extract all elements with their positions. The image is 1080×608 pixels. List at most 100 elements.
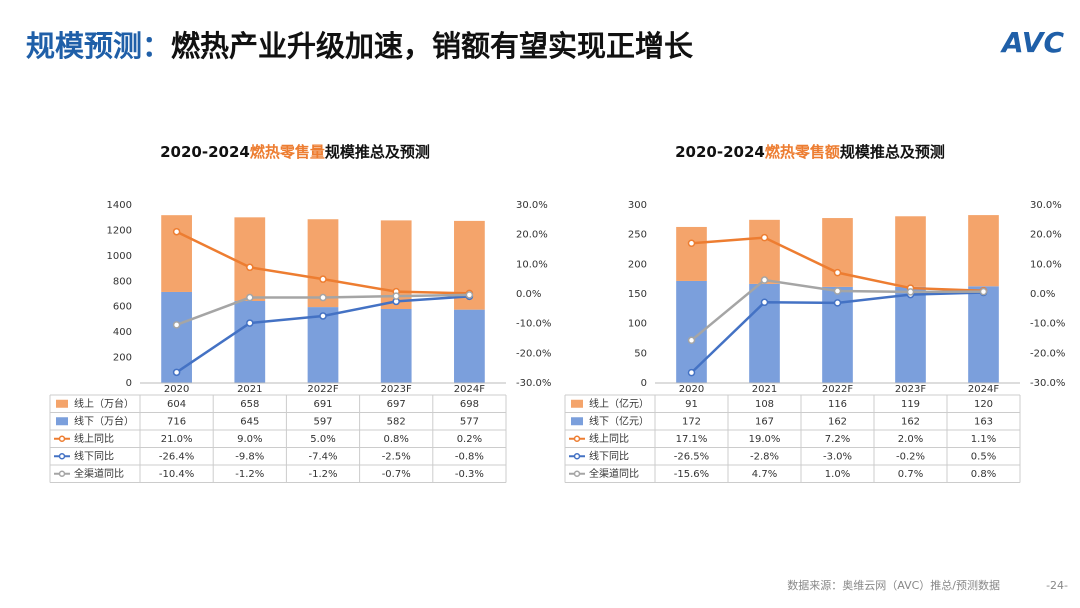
title-main: 燃热产业升级加速，销额有望实现正增长 <box>171 29 694 63</box>
legend-swatch <box>571 417 583 426</box>
y-tick-label: 0 <box>641 378 647 389</box>
table-value: -1.2% <box>308 469 337 480</box>
y-tick-label: 1400 <box>107 200 132 211</box>
legend-marker <box>58 470 66 477</box>
table-value: -9.8% <box>235 451 264 462</box>
y-tick-label: 200 <box>628 259 647 270</box>
y2-tick-label: -20.0% <box>516 348 551 359</box>
line-marker <box>172 321 181 329</box>
table-value: 162 <box>828 416 847 427</box>
bar <box>307 307 339 383</box>
table-value: -7.4% <box>308 451 337 462</box>
y2-tick-label: -20.0% <box>1030 348 1065 359</box>
y-tick-label: 300 <box>628 200 647 211</box>
y2-tick-label: 30.0% <box>516 200 548 211</box>
table-value: 19.0% <box>749 434 781 445</box>
line-marker <box>319 275 327 283</box>
y2-tick-label: -30.0% <box>516 378 551 389</box>
legend-marker <box>573 470 581 477</box>
line-marker <box>760 298 769 307</box>
legend-marker <box>573 453 581 460</box>
bar <box>676 226 707 281</box>
table-value: -0.2% <box>896 451 925 462</box>
table-value: -2.5% <box>382 451 411 462</box>
line-marker <box>979 287 988 296</box>
legend-label: 线下（亿元） <box>589 414 649 427</box>
table-value: 119 <box>901 399 920 410</box>
table-value: 577 <box>460 416 479 427</box>
legend-swatch <box>571 399 583 408</box>
x-tick-label: 2023F <box>381 384 412 395</box>
y2-tick-label: 30.0% <box>1030 200 1062 211</box>
bar <box>895 216 926 287</box>
table-value: 167 <box>755 416 774 427</box>
y-tick-label: 600 <box>113 302 132 313</box>
line-marker <box>760 276 769 284</box>
y2-tick-label: 10.0% <box>516 259 548 270</box>
table-value: 698 <box>460 399 479 410</box>
x-tick-label: 2021 <box>752 384 777 395</box>
line-marker <box>246 319 254 327</box>
legend-label: 线下同比 <box>74 449 114 462</box>
legend-swatch <box>56 399 68 408</box>
logo: AVC <box>1000 26 1064 59</box>
table-value: 597 <box>313 416 332 427</box>
slide-title: 规模预测：燃热产业升级加速，销额有望实现正增长 <box>26 29 694 63</box>
y-tick-label: 50 <box>634 348 647 359</box>
chart-title-part: 燃热零售量 <box>250 143 325 161</box>
chart-title: 2020-2024燃热零售量规模推总及预测 <box>160 143 430 161</box>
table-value: 0.7% <box>898 469 923 480</box>
y-tick-label: 0 <box>126 378 132 389</box>
chart-title-part: 2020-2024 <box>160 143 250 161</box>
line-marker <box>319 293 327 302</box>
table-value: 162 <box>901 416 920 427</box>
table-value: 0.5% <box>971 451 996 462</box>
line-marker <box>687 239 696 248</box>
table-value: 4.7% <box>752 469 777 480</box>
table-value: 645 <box>240 416 259 427</box>
line-marker <box>392 292 400 300</box>
table-value: 21.0% <box>161 434 193 445</box>
chart-title: 2020-2024燃热零售额规模推总及预测 <box>675 143 945 161</box>
legend-marker <box>58 435 66 442</box>
table-value: 697 <box>387 399 406 410</box>
line-marker <box>906 288 915 296</box>
table-value: -10.4% <box>159 469 194 480</box>
line-marker <box>319 312 327 320</box>
bar <box>234 300 266 383</box>
line-marker <box>246 293 254 302</box>
source: 数据来源：奥维云网（AVC）推总/预测数据 <box>787 578 1000 592</box>
x-tick-label: 2024F <box>968 384 999 395</box>
y2-tick-label: -10.0% <box>1030 319 1065 330</box>
bar <box>161 215 192 292</box>
title-prefix: 规模预测： <box>26 29 171 63</box>
table-value: 716 <box>167 416 186 427</box>
y2-tick-label: -30.0% <box>1030 378 1065 389</box>
x-tick-label: 2020 <box>164 384 189 395</box>
y-tick-label: 200 <box>113 353 132 364</box>
y-tick-label: 1200 <box>107 225 132 236</box>
table-value: -1.2% <box>235 469 264 480</box>
line-marker <box>246 263 254 272</box>
y2-tick-label: 10.0% <box>1030 259 1062 270</box>
legend-label: 线下同比 <box>589 449 629 462</box>
table-value: 0.8% <box>383 434 408 445</box>
x-tick-label: 2020 <box>679 384 704 395</box>
table-value: 658 <box>240 399 259 410</box>
table-value: 116 <box>828 399 847 410</box>
table-value: 582 <box>387 416 406 427</box>
y2-tick-label: 20.0% <box>1030 230 1062 241</box>
table-value: 691 <box>313 399 332 410</box>
y-tick-label: 100 <box>628 319 647 330</box>
legend-swatch <box>56 417 68 426</box>
line-marker <box>687 336 696 345</box>
table-value: -2.8% <box>750 451 779 462</box>
bar <box>749 219 780 284</box>
y2-tick-label: -10.0% <box>516 319 551 330</box>
y2-tick-label: 20.0% <box>516 230 548 241</box>
table-value: 1.0% <box>825 469 850 480</box>
line-marker <box>760 233 769 242</box>
table-value: 91 <box>685 399 698 410</box>
y-tick-label: 150 <box>628 289 647 300</box>
